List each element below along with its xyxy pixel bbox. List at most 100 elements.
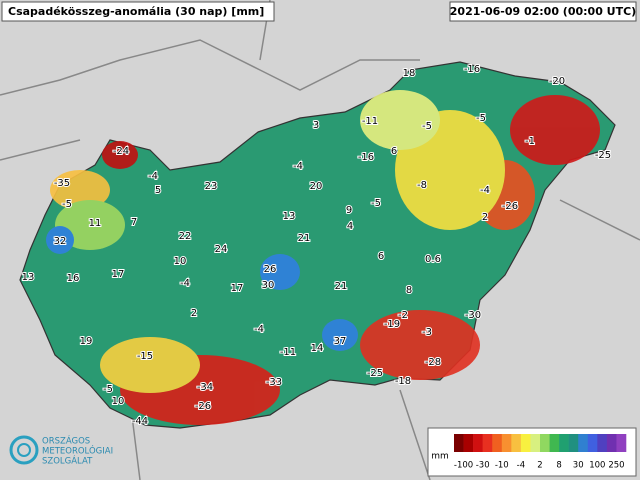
- station-value: -4: [180, 278, 190, 289]
- station-value: 17: [112, 269, 125, 280]
- station-value: -4: [254, 324, 264, 335]
- legend-tick-label: 250: [608, 461, 624, 471]
- station-value: 2: [482, 212, 488, 223]
- station-value: 26: [264, 264, 277, 275]
- station-value: -3: [422, 327, 432, 338]
- station-value: -8: [417, 180, 427, 191]
- station-value: -28: [425, 357, 441, 368]
- station-value: 8: [406, 285, 412, 296]
- legend-swatch: [463, 434, 474, 452]
- station-value: -44: [132, 416, 148, 427]
- timestamp: 2021-06-09 02:00 (00:00 UTC): [450, 5, 636, 18]
- legend-tick-label: 8: [556, 461, 561, 471]
- logo-text: METEOROLÓGIAI: [42, 445, 113, 457]
- legend-tick-label: -100: [454, 461, 473, 471]
- logo-text: ORSZÁGOS: [42, 435, 90, 447]
- legend-swatch: [587, 434, 598, 452]
- station-value: 13: [283, 211, 296, 222]
- logo-icon-inner: [17, 443, 31, 457]
- station-value: 2: [191, 308, 197, 319]
- timestamp-box: [449, 1, 637, 22]
- logo-text: SZOLGÁLAT: [42, 455, 93, 467]
- legend-swatch: [530, 434, 541, 452]
- station-value: -5: [371, 198, 381, 209]
- legend-tick-label: 100: [589, 461, 605, 471]
- legend-swatch: [511, 434, 522, 452]
- legend-tick-label: -30: [476, 461, 490, 471]
- station-value: -4: [148, 171, 158, 182]
- station-value: 11: [89, 218, 102, 229]
- station-value: 10: [112, 396, 125, 407]
- station-value: -26: [502, 201, 518, 212]
- legend-swatch: [454, 434, 464, 452]
- station-value: -16: [464, 64, 480, 75]
- station-value: -15: [137, 351, 153, 362]
- station-value: 9: [346, 205, 352, 216]
- station-value: -1: [525, 136, 535, 147]
- station-value: -4: [293, 161, 303, 172]
- station-value: -35: [54, 178, 70, 189]
- station-value: -5: [62, 199, 72, 210]
- station-value: 13: [22, 272, 35, 283]
- station-value: 32: [54, 236, 67, 247]
- station-value: -34: [197, 382, 213, 393]
- legend-swatch: [473, 434, 483, 452]
- station-value: 16: [67, 273, 80, 284]
- station-value: 14: [311, 343, 324, 354]
- station-value: -25: [367, 368, 383, 379]
- station-value: -5: [103, 384, 113, 395]
- station-value: -16: [358, 152, 374, 163]
- legend-swatch: [492, 434, 503, 452]
- legend-swatch: [597, 434, 608, 452]
- station-value: 37: [334, 336, 347, 347]
- station-value: 7: [131, 217, 137, 228]
- legend: -100 -30 -10 -4 2 8 30 100 250: [454, 434, 627, 471]
- station-value: 5: [155, 185, 161, 196]
- station-value: -11: [362, 116, 378, 127]
- station-value: -2: [398, 310, 408, 321]
- station-value: 10: [174, 256, 187, 267]
- station-value: -5: [476, 113, 486, 124]
- legend-tick-label: -10: [495, 461, 509, 471]
- legend-unit: mm: [431, 452, 449, 462]
- station-value: 6: [391, 146, 397, 157]
- legend-swatch: [482, 434, 493, 452]
- station-value: 22: [179, 231, 192, 242]
- station-value: -19: [384, 319, 400, 330]
- station-value: -25: [595, 150, 611, 161]
- legend-swatch: [606, 434, 617, 452]
- station-value: 23: [205, 181, 218, 192]
- logo-icon: [9, 435, 39, 465]
- station-value: 21: [335, 281, 348, 292]
- title-box: [1, 1, 275, 22]
- legend-swatch: [568, 434, 579, 452]
- station-value: -26: [195, 401, 211, 412]
- station-value: 19: [80, 336, 93, 347]
- legend-swatch: [540, 434, 550, 452]
- station-value: -20: [549, 76, 565, 87]
- station-value: 4: [347, 221, 353, 232]
- station-value: -30: [465, 310, 481, 321]
- station-value: -18: [395, 376, 411, 387]
- legend-swatch: [578, 434, 589, 452]
- legend-swatch: [616, 434, 627, 452]
- station-values: 18 -16-203 -11 -5-5-1-25-24-4-166-35-45 23 20…: [21, 63, 613, 428]
- legend-tick-label: 30: [573, 461, 584, 471]
- legend-swatch: [549, 434, 560, 452]
- station-value: 3: [313, 120, 319, 131]
- station-value: -24: [113, 146, 129, 157]
- title: Csapadékösszeg-anomália (30 nap) [mm]: [8, 5, 264, 18]
- station-value: -11: [280, 347, 296, 358]
- station-value: 20: [310, 181, 323, 192]
- legend-tick-label: 2: [537, 461, 542, 471]
- legend-tick-label: -4: [517, 461, 525, 471]
- legend-swatch: [501, 434, 512, 452]
- station-value: 6: [378, 251, 384, 262]
- station-value: 17: [231, 283, 244, 294]
- station-value: -4: [480, 185, 490, 196]
- station-value: 24: [215, 244, 228, 255]
- station-value: -33: [266, 377, 282, 388]
- station-value: 18: [403, 68, 416, 79]
